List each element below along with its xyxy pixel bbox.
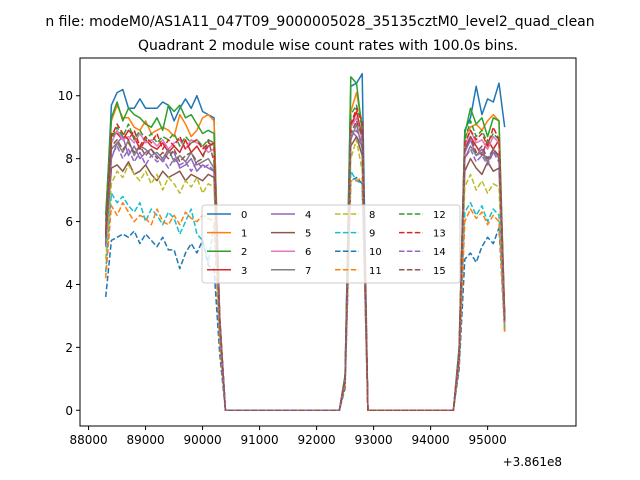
- y-axis: 0 2 4 6 8 10: [58, 89, 80, 418]
- axes-frame: [79, 57, 577, 427]
- y-tick-label: 8: [65, 152, 73, 166]
- x-tick-label: 88000: [69, 433, 107, 447]
- figure-suptitle: n file: modeM0/AS1A11_047T09_9000005028_…: [45, 14, 594, 30]
- series-layer: [104, 72, 506, 412]
- series-line-14: [104, 129, 506, 412]
- legend-label: 2: [241, 247, 247, 258]
- legend-label: 12: [433, 210, 446, 221]
- legend-label: 13: [433, 229, 446, 240]
- legend-label: 15: [433, 266, 446, 277]
- x-tick-label: 95000: [469, 433, 507, 447]
- legend-label: 14: [433, 247, 446, 258]
- legend-box: [201, 204, 461, 284]
- legend-label: 3: [241, 266, 247, 277]
- y-tick-label: 2: [65, 341, 73, 355]
- legend-label: 4: [305, 210, 311, 221]
- legend-label: 8: [369, 210, 375, 221]
- legend-label: 1: [241, 229, 247, 240]
- x-tick-label: 94000: [412, 433, 450, 447]
- legend-label: 5: [305, 229, 311, 240]
- x-axis-offset-text: +3.861e8: [503, 455, 562, 469]
- x-tick-label: 90000: [183, 433, 221, 447]
- legend-label: 6: [305, 247, 311, 258]
- y-tick-label: 6: [65, 215, 73, 229]
- chart-title: Quadrant 2 module wise count rates with …: [138, 38, 518, 54]
- legend-label: 0: [241, 210, 247, 221]
- y-tick-label: 10: [58, 89, 73, 103]
- y-tick-label: 4: [65, 278, 73, 292]
- series-line-15: [104, 120, 506, 412]
- x-tick-label: 92000: [298, 433, 336, 447]
- x-axis: 88000 89000 90000 91000 92000 93000 94000 95000: [69, 426, 507, 447]
- legend-label: 7: [305, 266, 311, 277]
- x-tick-label: 91000: [240, 433, 278, 447]
- legend-label: 10: [369, 247, 382, 258]
- x-tick-label: 93000: [355, 433, 393, 447]
- legend-label: 11: [369, 266, 382, 277]
- legend-label: 9: [369, 229, 375, 240]
- y-tick-label: 0: [65, 404, 73, 418]
- x-tick-label: 89000: [126, 433, 164, 447]
